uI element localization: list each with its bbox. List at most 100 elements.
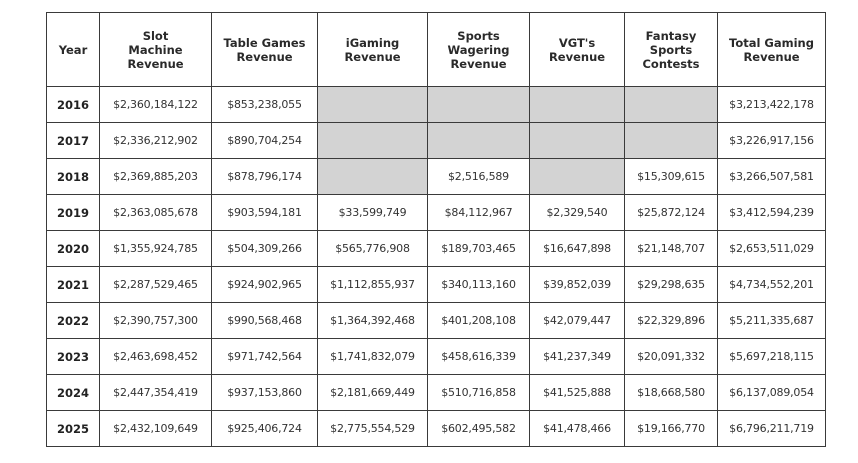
column-header-vgt-revenue: VGT's Revenue	[529, 12, 625, 87]
column-header-line: Total Gaming	[729, 35, 814, 50]
year-cell: 2023	[46, 338, 100, 375]
column-header-table-games-revenue: Table Games Revenue	[211, 12, 318, 87]
not-applicable-cell	[529, 86, 625, 123]
slot-machine-revenue-cell: $2,390,757,300	[99, 302, 212, 339]
table-games-revenue-cell: $924,902,965	[211, 266, 318, 303]
not-applicable-cell	[624, 86, 718, 123]
table-games-revenue-cell: $971,742,564	[211, 338, 318, 375]
igaming-revenue-cell: $2,181,669,449	[317, 374, 428, 411]
sports-wagering-revenue-cell: $340,113,160	[427, 266, 530, 303]
column-header-year: Year	[46, 12, 100, 87]
column-header-line: Revenue	[450, 56, 507, 71]
table-games-revenue-cell: $925,406,724	[211, 410, 318, 447]
year-cell: 2020	[46, 230, 100, 267]
slot-machine-revenue-cell: $1,355,924,785	[99, 230, 212, 267]
column-header-line: Slot	[142, 28, 169, 43]
column-header-line: Machine	[128, 42, 183, 57]
total-gaming-revenue-cell: $3,213,422,178	[717, 86, 826, 123]
column-header-sports-wagering-revenue: Sports Wagering Revenue	[427, 12, 530, 87]
column-header-line: Table Games	[223, 35, 306, 50]
table-row: 2018 $2,369,885,203 $878,796,174 $2,516,589…	[46, 158, 826, 195]
not-applicable-cell	[317, 122, 428, 159]
column-header-line: Revenue	[743, 49, 800, 64]
year-cell: 2025	[46, 410, 100, 447]
fantasy-sports-contests-cell: $25,872,124	[624, 194, 718, 231]
fantasy-sports-contests-cell: $20,091,332	[624, 338, 718, 375]
year-cell: 2022	[46, 302, 100, 339]
sports-wagering-revenue-cell: $458,616,339	[427, 338, 530, 375]
total-gaming-revenue-cell: $5,697,218,115	[717, 338, 826, 375]
column-header-fantasy-sports-contests: Fantasy Sports Contests	[624, 12, 718, 87]
vgt-revenue-cell: $41,525,888	[529, 374, 625, 411]
column-header-line: iGaming	[345, 35, 400, 50]
not-applicable-cell	[529, 158, 625, 195]
year-cell: 2016	[46, 86, 100, 123]
column-header-line: Sports	[649, 42, 693, 57]
column-header-line: Revenue	[127, 56, 184, 71]
igaming-revenue-cell: $33,599,749	[317, 194, 428, 231]
table-row: 2017 $2,336,212,902 $890,704,254 $3,226,917…	[46, 122, 826, 159]
vgt-revenue-cell: $42,079,447	[529, 302, 625, 339]
table-games-revenue-cell: $937,153,860	[211, 374, 318, 411]
table-row: 2020 $1,355,924,785 $504,309,266 $565,776,9…	[46, 230, 826, 267]
column-header-line: VGT's	[558, 35, 596, 50]
column-header-line: Sports	[457, 28, 500, 43]
not-applicable-cell	[427, 122, 530, 159]
total-gaming-revenue-cell: $3,226,917,156	[717, 122, 826, 159]
slot-machine-revenue-cell: $2,287,529,465	[99, 266, 212, 303]
table-row: 2021 $2,287,529,465 $924,902,965 $1,112,855…	[46, 266, 826, 303]
not-applicable-cell	[317, 86, 428, 123]
column-header-line: Contests	[642, 56, 700, 71]
igaming-revenue-cell: $565,776,908	[317, 230, 428, 267]
fantasy-sports-contests-cell: $15,309,615	[624, 158, 718, 195]
total-gaming-revenue-cell: $3,412,594,239	[717, 194, 826, 231]
slot-machine-revenue-cell: $2,447,354,419	[99, 374, 212, 411]
vgt-revenue-cell: $2,329,540	[529, 194, 625, 231]
igaming-revenue-cell: $1,741,832,079	[317, 338, 428, 375]
vgt-revenue-cell: $16,647,898	[529, 230, 625, 267]
table-games-revenue-cell: $504,309,266	[211, 230, 318, 267]
column-header-total-gaming-revenue: Total Gaming Revenue	[717, 12, 826, 87]
igaming-revenue-cell: $2,775,554,529	[317, 410, 428, 447]
slot-machine-revenue-cell: $2,336,212,902	[99, 122, 212, 159]
fantasy-sports-contests-cell: $22,329,896	[624, 302, 718, 339]
sports-wagering-revenue-cell: $401,208,108	[427, 302, 530, 339]
sports-wagering-revenue-cell: $2,516,589	[427, 158, 530, 195]
column-header-line: Year	[58, 42, 88, 57]
table-row: 2023 $2,463,698,452 $971,742,564 $1,741,832…	[46, 338, 826, 375]
fantasy-sports-contests-cell: $29,298,635	[624, 266, 718, 303]
vgt-revenue-cell: $39,852,039	[529, 266, 625, 303]
table-row: 2022 $2,390,757,300 $990,568,468 $1,364,392…	[46, 302, 826, 339]
not-applicable-cell	[529, 122, 625, 159]
year-cell: 2017	[46, 122, 100, 159]
total-gaming-revenue-cell: $6,796,211,719	[717, 410, 826, 447]
column-header-line: Revenue	[344, 49, 401, 64]
slot-machine-revenue-cell: $2,432,109,649	[99, 410, 212, 447]
sports-wagering-revenue-cell: $510,716,858	[427, 374, 530, 411]
fantasy-sports-contests-cell: $18,668,580	[624, 374, 718, 411]
slot-machine-revenue-cell: $2,463,698,452	[99, 338, 212, 375]
year-cell: 2024	[46, 374, 100, 411]
table-games-revenue-cell: $878,796,174	[211, 158, 318, 195]
column-header-slot-machine-revenue: Slot Machine Revenue	[99, 12, 212, 87]
vgt-revenue-cell: $41,237,349	[529, 338, 625, 375]
not-applicable-cell	[624, 122, 718, 159]
igaming-revenue-cell: $1,112,855,937	[317, 266, 428, 303]
sports-wagering-revenue-cell: $602,495,582	[427, 410, 530, 447]
igaming-revenue-cell: $1,364,392,468	[317, 302, 428, 339]
table-games-revenue-cell: $990,568,468	[211, 302, 318, 339]
column-header-line: Revenue	[548, 49, 606, 64]
gaming-revenue-table: Year Slot Machine Revenue Table Games Revenue…	[46, 12, 826, 447]
column-header-line: Wagering	[447, 42, 510, 57]
table-games-revenue-cell: $853,238,055	[211, 86, 318, 123]
table-row: 2025 $2,432,109,649 $925,406,724 $2,775,554…	[46, 410, 826, 447]
sports-wagering-revenue-cell: $84,112,967	[427, 194, 530, 231]
not-applicable-cell	[427, 86, 530, 123]
table-body: 2016 $2,360,184,122 $853,238,055 $3,213,422…	[46, 86, 826, 447]
not-applicable-cell	[317, 158, 428, 195]
fantasy-sports-contests-cell: $21,148,707	[624, 230, 718, 267]
slot-machine-revenue-cell: $2,369,885,203	[99, 158, 212, 195]
year-cell: 2019	[46, 194, 100, 231]
total-gaming-revenue-cell: $3,266,507,581	[717, 158, 826, 195]
total-gaming-revenue-cell: $4,734,552,201	[717, 266, 826, 303]
